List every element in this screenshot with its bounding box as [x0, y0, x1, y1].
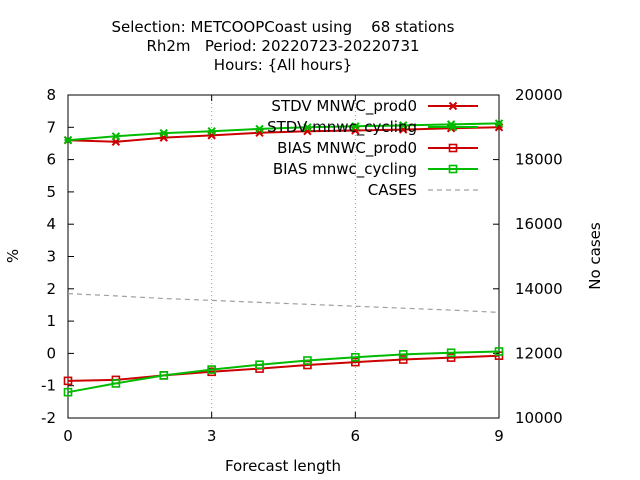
data-point: [303, 360, 312, 370]
data-point: [446, 353, 456, 362]
y-tick-label: 6: [46, 151, 56, 169]
series-2: [63, 351, 504, 386]
y-tick-label: 3: [46, 248, 56, 266]
axis-ticks: -2 -1 0 1 2 3 4 5 6 7 8 10000 12000 14000 16000 18000 20…: [41, 86, 563, 445]
y-tick-label: 7: [46, 118, 56, 136]
legend-marker: [448, 164, 458, 174]
title-line: Hours: {All hours}: [214, 56, 352, 74]
legend: STDV MNWC_prod0 STDV mnwc_cycling BIAS MNW…: [267, 97, 478, 199]
y-tick-label: 4: [46, 215, 56, 233]
legend-label: BIAS mnwc_cycling: [273, 160, 417, 179]
x-tick-label: 6: [351, 427, 361, 445]
data-point: [159, 371, 169, 380]
data-point: [255, 360, 264, 370]
series-line: [67, 122, 500, 142]
data-point: [494, 347, 504, 356]
series-line: [67, 354, 500, 382]
x-tick-label: 0: [63, 427, 73, 445]
y2-tick-label: 16000: [515, 215, 563, 233]
y-tick-label: 0: [46, 344, 56, 362]
chart-title: Selection: METCOOPCoast using 68 station…: [112, 18, 455, 74]
data-point: [63, 136, 73, 145]
legend-marker: [448, 122, 458, 132]
y2-axis-label: No cases: [586, 222, 604, 290]
data-point: [111, 379, 121, 388]
data-point: [303, 356, 312, 365]
x-tick-label: 9: [494, 427, 504, 445]
data-point: [351, 122, 360, 131]
data-point: [159, 128, 168, 138]
y-tick-label: 8: [46, 86, 56, 104]
data-point: [207, 126, 216, 136]
data-point: [494, 119, 504, 128]
y-tick-label: -2: [41, 409, 56, 427]
y2-tick-label: 12000: [515, 344, 563, 362]
series-line: [67, 126, 500, 143]
legend-label: STDV mnwc_cycling: [267, 118, 417, 137]
data-point: [446, 348, 456, 358]
series-1: [63, 119, 504, 145]
data-point: [255, 124, 264, 134]
data-point: [399, 121, 408, 130]
y-tick-label: 1: [46, 312, 56, 330]
legend-label: CASES: [368, 181, 417, 199]
data-point: [303, 123, 312, 132]
y-tick-label: 2: [46, 280, 56, 298]
data-point: [351, 352, 360, 362]
series-line: [67, 350, 500, 394]
y2-tick-label: 18000: [515, 151, 563, 169]
legend-marker: [448, 143, 458, 153]
data-point: [63, 387, 73, 397]
y2-tick-label: 20000: [515, 86, 563, 104]
data-point: [207, 365, 216, 374]
x-axis-label: Forecast length: [225, 457, 341, 475]
series-layer: [63, 119, 504, 397]
y-tick-label: -1: [41, 377, 56, 395]
series-3: [63, 347, 504, 397]
data-point: [398, 355, 408, 364]
series-line: [67, 293, 500, 313]
series-4: [67, 293, 500, 313]
legend-marker: [448, 101, 458, 111]
legend-label: BIAS MNWC_prod0: [277, 139, 417, 158]
y2-tick-label: 14000: [515, 280, 563, 298]
data-point: [63, 376, 73, 386]
data-point: [351, 357, 360, 367]
y-axis-label: %: [4, 249, 22, 263]
x-tick-label: 3: [207, 427, 217, 445]
y2-tick-label: 10000: [515, 409, 563, 427]
legend-label: STDV MNWC_prod0: [271, 97, 417, 116]
data-point: [398, 350, 408, 359]
title-line: Selection: METCOOPCoast using 68 station…: [112, 18, 455, 36]
data-point: [111, 132, 121, 141]
title-line: Rh2m Period: 20220723-20220731: [146, 37, 419, 55]
y-tick-label: 5: [46, 183, 56, 201]
